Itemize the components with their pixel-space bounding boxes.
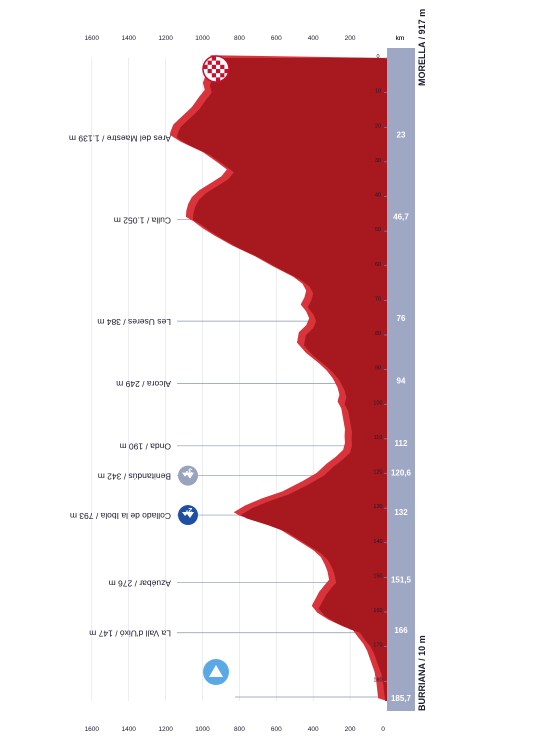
km-marker-label-5: 120,6 bbox=[391, 469, 412, 478]
waypoint-label-2: Les Useres / 384 m bbox=[97, 317, 171, 327]
rotated-chart-frame: 0 10 20 30 40 50 60 70 80 90 100 110 120 130 140 150 160… bbox=[69, 9, 427, 733]
km-tick-label-180: 180 bbox=[373, 677, 382, 683]
climb-marker-5: 3ª bbox=[178, 465, 198, 486]
km-tick-label-150: 150 bbox=[373, 573, 382, 579]
waypoint-label-8: La Vall d'Uixó / 147 m bbox=[89, 629, 171, 639]
km-tick-label-0: 0 bbox=[376, 54, 379, 60]
finish-check-cell bbox=[220, 64, 225, 69]
km-marker-label-8: 166 bbox=[394, 626, 408, 635]
right-scale-tick-400: 400 bbox=[308, 726, 319, 733]
waypoint-label-1: Culla / 1.052 m bbox=[114, 215, 171, 225]
finish-check-cell bbox=[224, 69, 229, 74]
km-marker-label-3: 94 bbox=[397, 376, 406, 385]
right-scale-tick-200: 200 bbox=[345, 726, 356, 733]
finish-check-cell bbox=[211, 56, 216, 61]
km-marker-label-9: 185,7 bbox=[391, 694, 412, 703]
finish-check-cell bbox=[220, 73, 225, 78]
left-scale-tick-1600: 1600 bbox=[85, 35, 100, 42]
km-marker-label-2: 76 bbox=[397, 314, 406, 323]
right-scale-tick-1200: 1200 bbox=[158, 726, 173, 733]
km-tick-label-60: 60 bbox=[375, 262, 381, 268]
waypoint-label-4: Onda / 190 m bbox=[119, 442, 171, 452]
left-scale-zero-label: km bbox=[396, 35, 405, 42]
km-tick-label-80: 80 bbox=[375, 331, 381, 337]
km-tick-label-140: 140 bbox=[373, 539, 382, 545]
left-scale-tick-1400: 1400 bbox=[121, 35, 136, 42]
left-scale-tick-200: 200 bbox=[345, 35, 356, 42]
finish-flag-icon bbox=[202, 55, 230, 83]
km-tick-label-100: 100 bbox=[373, 400, 382, 406]
km-tick-label-90: 90 bbox=[375, 366, 381, 372]
km-tick-label-70: 70 bbox=[375, 296, 381, 302]
km-tick-label-30: 30 bbox=[375, 158, 381, 164]
mountain-icon-6 bbox=[182, 512, 194, 519]
km-tick-label-40: 40 bbox=[375, 193, 381, 199]
right-scale-tick-1400: 1400 bbox=[121, 726, 136, 733]
km-marker-label-4: 112 bbox=[395, 439, 408, 448]
waypoint-label-0: Ares del Maestre / 1.139 m bbox=[69, 133, 171, 143]
km-tick-label-160: 160 bbox=[373, 608, 382, 614]
waypoint-labels: Ares del Maestre / 1.139 m Culla / 1.052 … bbox=[69, 133, 198, 639]
km-axis-bar-fill bbox=[387, 48, 415, 711]
profile-area-group bbox=[169, 55, 387, 701]
left-scale-tick-400: 400 bbox=[308, 35, 319, 42]
left-scale-tick-1200: 1200 bbox=[158, 35, 173, 42]
right-scale-tick-1000: 1000 bbox=[195, 726, 210, 733]
waypoint-label-3: Alcora / 249 m bbox=[116, 379, 171, 389]
km-tick-label-130: 130 bbox=[373, 504, 382, 510]
finish-check-cell bbox=[207, 69, 212, 74]
km-marker-label-6: 132 bbox=[394, 508, 408, 517]
km-tick-label-20: 20 bbox=[375, 123, 381, 129]
start-triangle-icon bbox=[209, 665, 223, 677]
climb-marker-6: 2ª bbox=[178, 505, 198, 526]
finish-check-cell bbox=[216, 60, 221, 65]
km-tick-label-170: 170 bbox=[373, 643, 382, 649]
waypoint-label-6: Collado de la Ibola / 793 m bbox=[70, 511, 171, 521]
right-scale-tick-800: 800 bbox=[234, 726, 245, 733]
left-scale-tick-0: km bbox=[396, 35, 405, 42]
km-marker-label-0: 23 bbox=[397, 131, 406, 140]
start-title: MORELLA / 917 m bbox=[417, 9, 427, 86]
right-scale-tick-1600: 1600 bbox=[85, 726, 100, 733]
km-marker-label-7: 151,5 bbox=[391, 576, 412, 585]
finish-title: BURRIANA / 10 m bbox=[417, 635, 427, 711]
finish-check-cell bbox=[203, 64, 208, 69]
km-axis-bar: 0 10 20 30 40 50 60 70 80 90 100 110 120 130 140 150 160… bbox=[373, 48, 415, 711]
finish-check-cell bbox=[207, 60, 212, 65]
finish-check-cell bbox=[216, 77, 221, 82]
finish-check-cell bbox=[211, 64, 216, 69]
waypoint-label-5: Benitandús / 342 m bbox=[98, 471, 171, 481]
climb-category-6: 2ª bbox=[185, 506, 192, 513]
km-marker-label-1: 46,7 bbox=[393, 213, 409, 222]
start-marker bbox=[203, 659, 229, 685]
left-scale-tick-1000: 1000 bbox=[195, 35, 210, 42]
mountain-icon-5 bbox=[182, 472, 194, 479]
left-scale-tick-800: 800 bbox=[234, 35, 245, 42]
finish-check-cell bbox=[211, 73, 216, 78]
km-tick-label-50: 50 bbox=[375, 227, 381, 233]
waypoint-label-7: Azuébar / 276 m bbox=[109, 578, 171, 588]
km-tick-label-10: 10 bbox=[375, 89, 381, 95]
left-scale-tick-600: 600 bbox=[271, 35, 282, 42]
profile-area bbox=[176, 58, 387, 701]
right-scale-tick-600: 600 bbox=[271, 726, 282, 733]
km-tick-label-120: 120 bbox=[373, 470, 382, 476]
climb-category-5: 3ª bbox=[185, 467, 192, 474]
finish-check-cell bbox=[216, 69, 221, 74]
right-scale-zero-label: 0 bbox=[381, 726, 385, 733]
km-tick-label-110: 110 bbox=[374, 435, 383, 441]
